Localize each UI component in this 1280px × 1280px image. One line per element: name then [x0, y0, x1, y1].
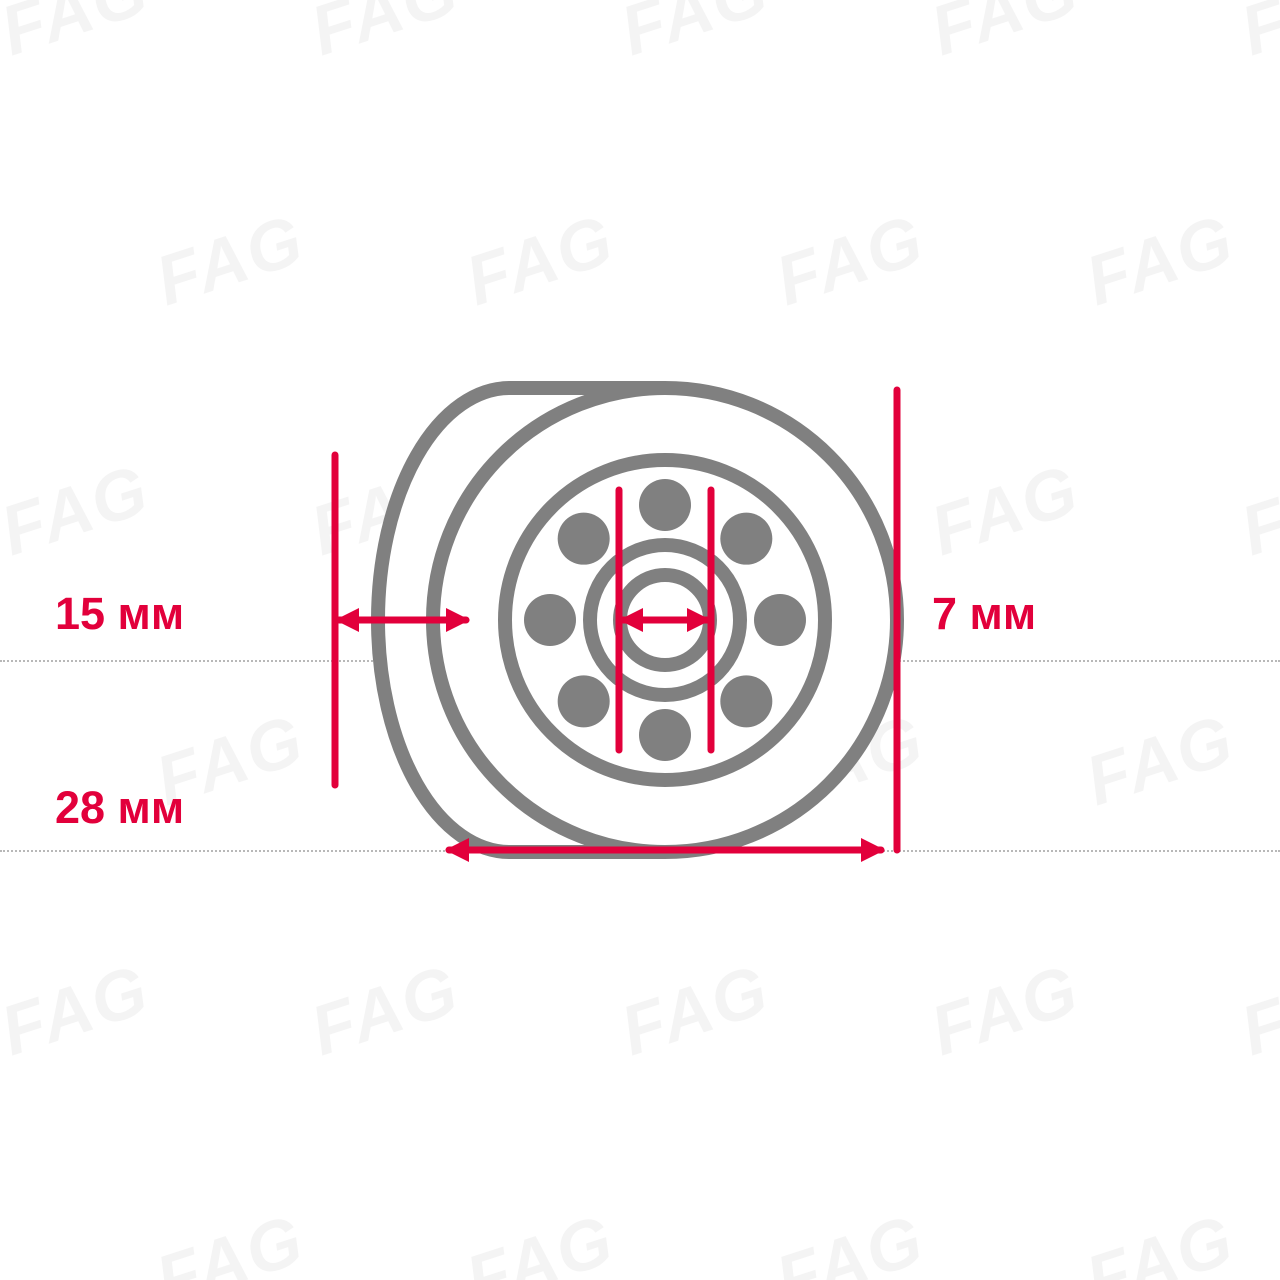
bearing-diagram	[0, 0, 1280, 1280]
